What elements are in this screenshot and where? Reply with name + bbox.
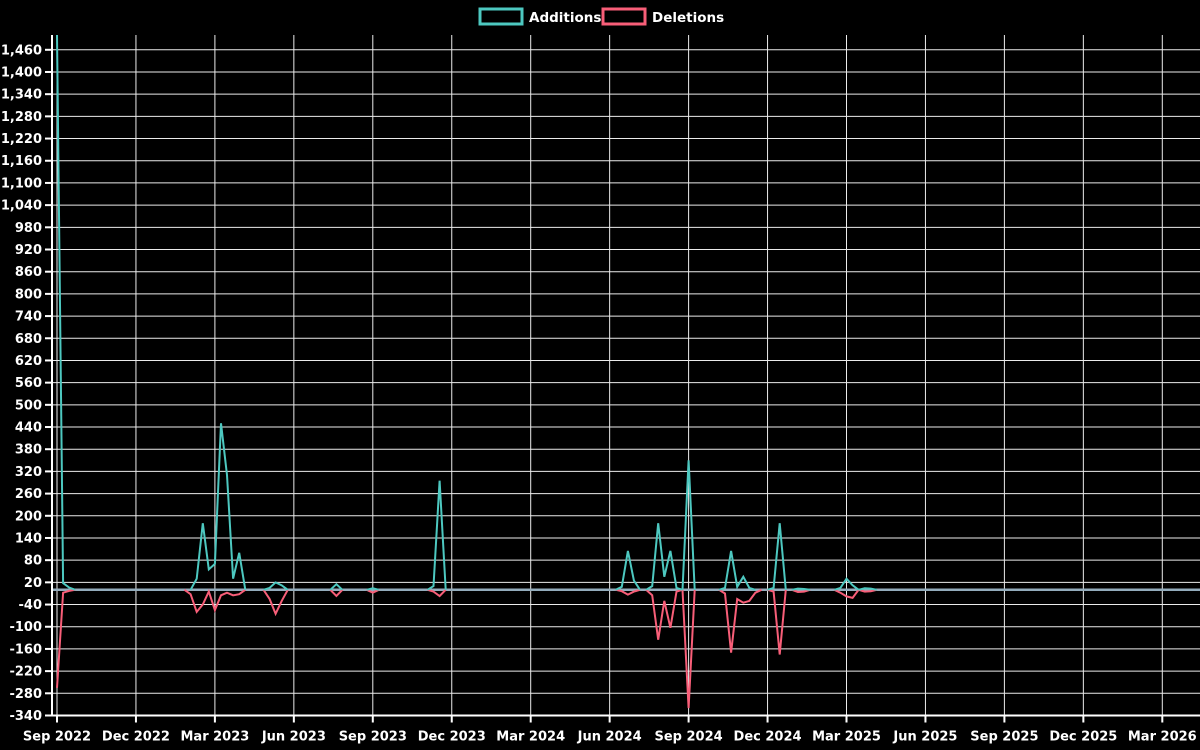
legend-item-deletions[interactable]: Deletions (601, 7, 724, 26)
legend-item-additions[interactable]: Additions (478, 7, 601, 26)
deletions-line (645, 588, 683, 640)
x-tick-label: Sep 2024 (654, 730, 722, 745)
x-tick-label: Sep 2023 (339, 730, 407, 745)
series-layer (56, 34, 878, 709)
y-tick-label: -340 (9, 709, 42, 724)
x-tick-label: Jun 2023 (261, 730, 326, 745)
additions-line (329, 582, 344, 591)
y-tick-label: 680 (15, 332, 42, 347)
additions-line (834, 577, 860, 591)
y-tick-label: 80 (24, 554, 42, 569)
y-tick-label: -160 (9, 642, 42, 657)
y-tick-label: -100 (9, 620, 42, 635)
deletions-line (329, 589, 344, 598)
additions-line (426, 480, 447, 591)
additions-legend-swatch[interactable] (478, 7, 524, 26)
additions-line (718, 550, 756, 591)
y-tick-label: 860 (15, 265, 42, 280)
y-tick-label: 1,400 (1, 65, 42, 80)
y-tick-label: -220 (9, 665, 42, 680)
x-tick-label: Dec 2022 (102, 730, 170, 745)
y-tick-label: -280 (9, 687, 42, 702)
y-tick-label: 920 (15, 243, 42, 258)
deletions-line (767, 588, 787, 655)
x-tick-label: Dec 2024 (734, 730, 802, 745)
y-tick-label: 560 (15, 376, 42, 391)
y-tick-label: 140 (15, 531, 42, 546)
y-tick-label: 260 (15, 487, 42, 502)
x-tick-label: Dec 2023 (418, 730, 486, 745)
deletions-line (183, 588, 246, 614)
additions-line (791, 587, 811, 591)
y-tick-label: 440 (15, 421, 42, 436)
deletions-line (681, 589, 696, 709)
x-tick-label: Mar 2024 (496, 730, 565, 745)
y-tick-label: 1,160 (1, 154, 42, 169)
x-tick-label: Mar 2023 (180, 730, 249, 745)
x-tick-label: Jun 2024 (577, 730, 642, 745)
deletions-line (858, 588, 878, 593)
chart-legend: Additions Deletions (478, 7, 724, 26)
additions-line (767, 523, 787, 591)
y-tick-label: 20 (24, 576, 42, 591)
y-tick-label: 1,460 (1, 43, 42, 58)
additions-legend-label[interactable]: Additions (529, 10, 601, 26)
deletions-line (366, 588, 380, 594)
deletions-legend-label[interactable]: Deletions (652, 10, 724, 26)
deletions-line (791, 588, 811, 594)
y-tick-label: 1,220 (1, 132, 42, 147)
x-tick-label: Mar 2026 (1128, 730, 1197, 745)
y-tick-label: 620 (15, 354, 42, 369)
additions-line (615, 550, 641, 591)
label-layer: -340 -280 -220 -160 -100 -40 20 80 140 200 260 320 3… (1, 43, 1197, 744)
deletions-line (615, 588, 641, 596)
x-tick-label: Sep 2022 (23, 730, 91, 745)
additions-line (263, 581, 289, 591)
y-tick-label: 980 (15, 221, 42, 236)
axis-layer (45, 35, 1200, 723)
y-tick-label: 740 (15, 310, 42, 325)
grid-layer (52, 35, 1200, 716)
additions-line (645, 523, 683, 591)
x-tick-label: Mar 2025 (812, 730, 881, 745)
additions-line (56, 34, 76, 591)
y-tick-label: 200 (15, 509, 42, 524)
additions-line (681, 460, 696, 590)
y-tick-label: 1,280 (1, 110, 42, 125)
y-tick-label: 1,340 (1, 88, 42, 103)
x-tick-label: Dec 2025 (1049, 730, 1117, 745)
y-tick-label: 1,040 (1, 199, 42, 214)
x-tick-label: Jun 2025 (892, 730, 957, 745)
deletions-line (56, 588, 76, 688)
y-tick-label: 320 (15, 465, 42, 480)
y-tick-label: -40 (19, 598, 43, 613)
y-tick-label: 1,100 (1, 176, 42, 191)
deletions-line (262, 589, 289, 617)
y-tick-label: 800 (15, 287, 42, 302)
deletions-line (833, 588, 860, 600)
additions-line (858, 587, 878, 591)
deletions-legend-swatch[interactable] (601, 7, 647, 26)
additions-line (189, 423, 247, 591)
deletions-line (427, 588, 447, 598)
y-tick-label: 500 (15, 398, 42, 413)
y-tick-label: 380 (15, 443, 42, 458)
deletions-line (718, 588, 762, 653)
x-tick-label: Sep 2025 (970, 730, 1038, 745)
additions-line (366, 587, 380, 591)
